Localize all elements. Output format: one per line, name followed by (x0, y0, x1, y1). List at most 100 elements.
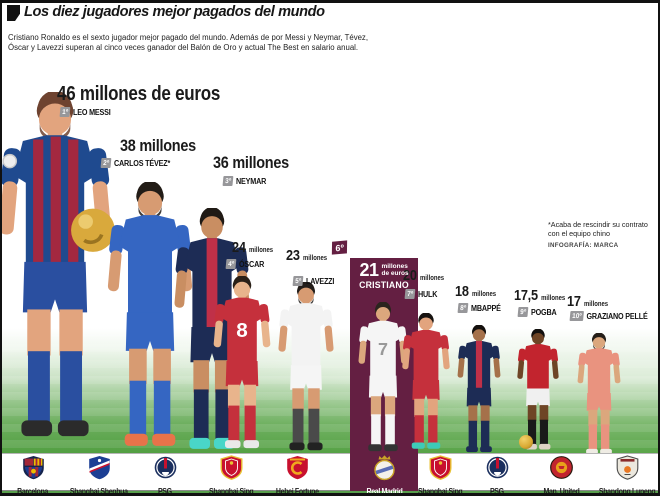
page-title: Los diez jugadores mejor pagados del mun… (24, 3, 325, 20)
cristiano-salary-unit: millones de euros (381, 261, 408, 277)
rank-badge: 9º (517, 307, 529, 317)
salary-label: 20 millones (403, 267, 444, 284)
club-crest-icon (429, 455, 452, 486)
club-cell-shanghai-sipg: Shanghai Sipg (408, 453, 472, 496)
club-name: Real Madrid (365, 487, 403, 496)
club-cell-man-united: Man. United (529, 453, 593, 496)
cristiano-salary-row: 21 millones de euros (350, 259, 418, 279)
player-figure--scar: 8 (205, 275, 279, 456)
cristiano-salary-box: 21 millones de euros CRISTIANO (350, 259, 418, 291)
salary-value: 17,5 (514, 287, 538, 304)
player-figure-mbapp- (451, 324, 507, 458)
club-name: Shanghai Sipg (417, 487, 463, 496)
player-name: CARLOS TÉVEZ* (114, 158, 171, 168)
rank-badge: 2º (100, 158, 112, 168)
infographic-credit: INFOGRAFÍA: MARCA (548, 242, 619, 250)
svg-text:8: 8 (236, 319, 248, 342)
rank-badge: 10º (569, 311, 585, 321)
player-name-row: 9º POGBA (517, 307, 557, 317)
club-cell-hebei-fortune: Hebei Fortune (265, 453, 329, 496)
club-cell-psg: PSG (465, 453, 529, 496)
player-figure-graziano-pell- (571, 332, 627, 460)
player-name: ÓSCAR (239, 259, 265, 269)
player-figure-hulk (395, 312, 457, 455)
player-name-row: 2º CARLOS TÉVEZ* (100, 158, 171, 168)
club-name: PSG (158, 487, 172, 496)
frame-top (0, 0, 660, 3)
rank-badge-cristiano: 6º (331, 240, 348, 255)
rank-badge: 5º (292, 276, 304, 286)
player-figure-pogba (511, 328, 565, 455)
subtitle-line1: Cristiano Ronaldo es el sexto jugador me… (8, 33, 369, 42)
rank-badge: 8º (457, 303, 469, 313)
salary-value: 46 (57, 83, 76, 105)
club-crest-icon (154, 455, 177, 486)
player-name: POGBA (531, 307, 557, 317)
club-crest-icon (220, 455, 243, 486)
salary-unit: millones de euros (79, 83, 221, 105)
player-name: GRAZIANO PELLÉ (586, 311, 648, 321)
rank-badge: 1º (59, 107, 71, 117)
rank-badge: 4º (225, 259, 237, 269)
club-crest-icon (286, 455, 309, 486)
marca-flag-icon (7, 5, 20, 21)
salary-value: 23 (286, 247, 300, 264)
player-figure-lavezzi (270, 281, 342, 458)
club-crest-icon (88, 455, 111, 486)
player-name-row: 5º LAVEZZI (292, 276, 335, 286)
cristiano-unit-line1: millones (381, 263, 408, 270)
club-bar (0, 453, 660, 491)
salary-label: 23 millones (286, 247, 327, 264)
club-name: Shanghai Shenhua (70, 487, 128, 496)
club-cell-real-madrid: Real Madrid (352, 453, 416, 496)
salary-label: 18 millones (455, 283, 496, 300)
cristiano-name-label: CRISTIANO (359, 280, 409, 291)
club-name: Shanghai Sipg (208, 487, 254, 496)
football-icon (519, 435, 533, 449)
salary-unit: millones (583, 301, 609, 308)
player-name: LAVEZZI (306, 276, 335, 286)
club-cell-shanghai-sipg: Shanghai Sipg (199, 453, 263, 496)
salary-unit: millones (302, 255, 328, 262)
player-name: LEO MESSI (73, 107, 111, 117)
salary-unit: millones (541, 295, 566, 302)
salary-value: 24 (232, 239, 246, 256)
salary-unit: millones (471, 291, 497, 298)
club-cell-shandong-luneng: Shandong Luneng (595, 453, 659, 496)
club-crest-icon (373, 455, 396, 486)
player-name: HULK (418, 289, 438, 299)
salary-label: 46 millones de euros (57, 83, 220, 106)
footnote-line1: *Acaba de rescindir su contrato (548, 220, 648, 229)
club-crest-icon (486, 455, 509, 486)
player-figure-leo-messi (0, 90, 128, 452)
frame-right (658, 0, 660, 496)
footnote: *Acaba de rescindir su contrato con el e… (548, 220, 658, 251)
cristiano-salary-value: 21 (359, 260, 379, 280)
player-figure-carlos-t-vez- (95, 180, 205, 458)
salary-value: 36 (213, 153, 229, 172)
player-name-row: 3º NEYMAR (222, 176, 267, 186)
cristiano-unit-line2: de euros (381, 270, 409, 277)
club-cell-barcelona: Barcelona (1, 453, 65, 496)
salary-label: 24 millones (232, 239, 273, 256)
salary-label: 38 millones (120, 136, 196, 156)
salary-label: 17,5 millones (514, 287, 565, 304)
frame-left (0, 0, 2, 496)
club-crest-icon (549, 455, 573, 486)
player-name: NEYMAR (236, 176, 267, 186)
salary-value: 38 (120, 136, 136, 155)
salary-unit: millones (248, 247, 274, 254)
player-name: MBAPPÉ (471, 303, 501, 313)
salary-label: 17 millones (567, 293, 608, 310)
club-cell-shanghai-shenhua: Shanghai Shenhua (67, 453, 131, 496)
club-cell-psg: PSG (133, 453, 197, 496)
salary-value: 18 (455, 283, 469, 300)
player-name-row: 10º GRAZIANO PELLÉ (569, 311, 648, 321)
subtitle: Cristiano Ronaldo es el sexto jugador me… (8, 33, 438, 53)
salary-value: 17 (567, 293, 581, 310)
subtitle-line2: Óscar y Lavezzi superan al cinco veces g… (8, 43, 359, 52)
player-figure-cristiano: 7 (351, 301, 415, 458)
club-crest-icon (616, 455, 639, 486)
player-name-row: 1º LEO MESSI (59, 107, 111, 117)
